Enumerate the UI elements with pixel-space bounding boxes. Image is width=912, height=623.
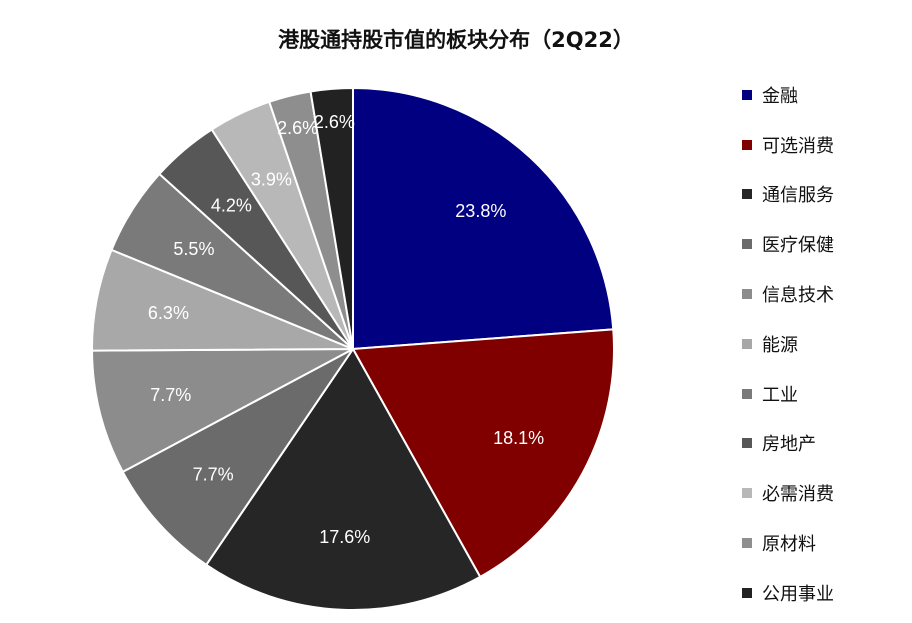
legend-label: 信息技术 [762, 285, 834, 307]
pie-slice-label-7: 5.5% [173, 239, 214, 259]
legend-item-7: 工业 [742, 369, 834, 419]
legend-item-5: 信息技术 [742, 269, 834, 319]
legend-label: 房地产 [762, 434, 816, 456]
pie-slice-label-4: 7.7% [193, 465, 234, 485]
legend-item-2: 可选消费 [742, 120, 834, 170]
legend-swatch [742, 338, 752, 349]
legend-swatch [742, 538, 752, 549]
pie-slice-label-6: 6.3% [148, 303, 189, 323]
legend-label: 可选消费 [762, 135, 834, 157]
pie-slice-label-9: 3.9% [251, 170, 292, 190]
pie-slice-4 [121, 348, 354, 567]
pie-slice-label-3: 17.6% [319, 527, 370, 547]
legend-label: 金融 [762, 85, 798, 107]
legend-swatch [742, 438, 752, 449]
legend-label: 通信服务 [762, 185, 834, 207]
legend-item-10: 原材料 [742, 518, 834, 568]
pie-slice-label-8: 4.2% [211, 196, 252, 216]
pie-slice-label-11: 2.6% [314, 112, 355, 132]
pie-slice-label-2: 18.1% [493, 428, 544, 448]
legend-item-1: 金融 [742, 70, 834, 120]
legend-label: 必需消费 [762, 484, 834, 506]
pie-slices [90, 86, 615, 611]
pie-slice-label-1: 23.8% [455, 201, 506, 221]
pie-slice-label-5: 7.7% [150, 385, 191, 405]
legend-item-3: 通信服务 [742, 170, 834, 220]
pie-data-labels: 23.8% 18.1% 17.6% 7.7% 7.7% 6.3% 5.5% 4.2% 3.9% 2… [148, 112, 544, 547]
legend-label: 医疗保健 [762, 235, 834, 257]
legend-label: 原材料 [762, 534, 816, 556]
legend-swatch [742, 388, 752, 399]
legend-swatch [742, 289, 752, 300]
pie-slice-label-10: 2.6% [277, 118, 318, 138]
legend-label: 能源 [762, 334, 798, 356]
legend-item-11: 公用事业 [742, 568, 834, 618]
chart-title: 港股通持股市值的板块分布（2Q22） [278, 28, 634, 52]
legend-item-4: 医疗保健 [742, 219, 834, 269]
legend-swatch [742, 239, 752, 250]
legend-swatch [742, 139, 752, 150]
legend-item-6: 能源 [742, 319, 834, 369]
legend-swatch [742, 587, 752, 598]
legend-swatch [742, 189, 752, 200]
pie-slice-5 [90, 348, 354, 474]
legend-item-9: 必需消费 [742, 468, 834, 518]
pie-slice-2 [351, 328, 615, 579]
legend-label: 公用事业 [762, 583, 834, 605]
pie-slice-11 [309, 86, 354, 350]
legend-swatch [742, 89, 752, 100]
legend-label: 工业 [762, 384, 798, 406]
pie-slice-3 [204, 347, 482, 611]
pie-slice-1 [352, 86, 615, 351]
chart-legend: 金融可选消费通信服务医疗保健信息技术能源工业房地产必需消费原材料公用事业 [742, 70, 834, 618]
legend-swatch [742, 488, 752, 499]
legend-item-8: 房地产 [742, 419, 834, 469]
